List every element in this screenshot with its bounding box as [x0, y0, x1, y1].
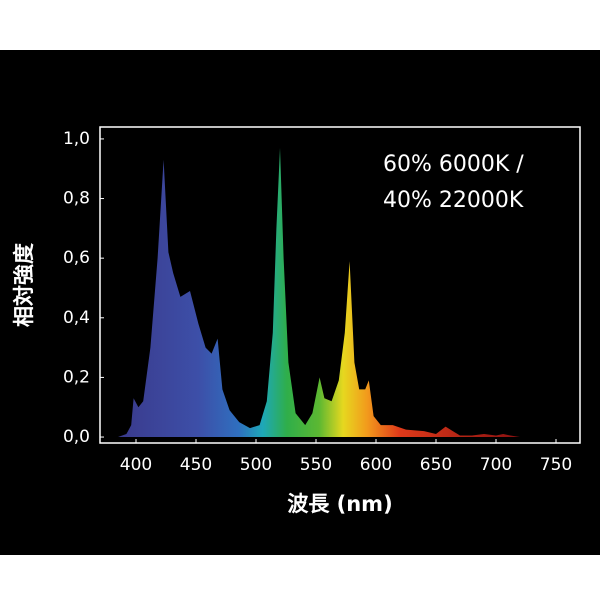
annotation: 40% 22000K: [383, 188, 524, 213]
x-tick-label: 700: [480, 455, 512, 475]
y-tick-label: 0,8: [63, 189, 90, 209]
y-tick-label: 1,0: [63, 129, 90, 149]
background: [0, 50, 600, 555]
x-tick-label: 550: [300, 455, 332, 475]
y-tick-label: 0,2: [63, 367, 90, 387]
x-tick-label: 500: [240, 455, 272, 475]
y-tick-label: 0,6: [63, 248, 90, 268]
y-tick-label: 0,0: [63, 427, 90, 447]
annotation: 60% 6000K /: [383, 152, 524, 177]
spectrum-area: [118, 147, 520, 438]
x-tick-label: 750: [540, 455, 572, 475]
x-tick-label: 600: [360, 455, 392, 475]
plot-frame: [99, 126, 581, 444]
x-axis-label: 波長 (nm): [287, 492, 392, 516]
y-tick-label: 0,4: [63, 308, 90, 328]
x-tick-label: 650: [420, 455, 452, 475]
x-tick-label: 400: [120, 455, 152, 475]
y-axis-label: 相対強度: [12, 243, 36, 327]
x-tick-label: 450: [180, 455, 212, 475]
